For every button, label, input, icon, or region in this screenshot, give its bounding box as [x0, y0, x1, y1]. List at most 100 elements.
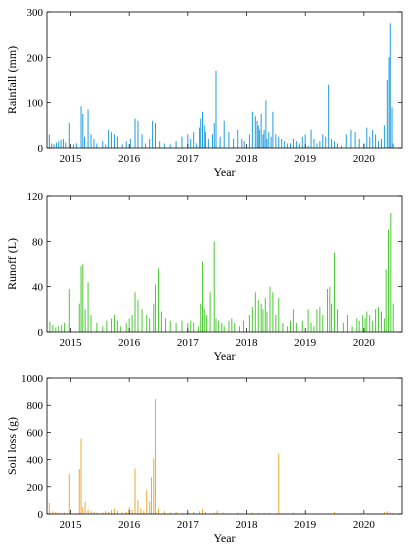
rainfall-bar — [254, 116, 256, 148]
runoff-bar — [102, 326, 104, 332]
rainfall-bar — [304, 134, 306, 148]
rainfall-bar — [87, 109, 89, 148]
runoff-bar — [313, 326, 315, 332]
soil_loss-bar — [334, 511, 336, 514]
runoff-xtick-label: 2016 — [118, 337, 141, 349]
rainfall-bar — [292, 138, 294, 148]
rainfall-bar — [200, 118, 202, 148]
rainfall-bar — [51, 143, 53, 148]
runoff-bar — [392, 303, 394, 332]
runoff-bar — [200, 303, 202, 332]
runoff-bar — [197, 326, 199, 332]
soil_loss-bar — [153, 458, 155, 514]
runoff-bar — [52, 325, 54, 332]
rainfall-ytick-label: 300 — [27, 7, 44, 19]
soil_loss-bar — [113, 508, 115, 514]
runoff-bar — [116, 320, 118, 332]
soil_loss-bar — [199, 511, 201, 514]
rainfall-bar — [102, 141, 104, 148]
runoff-bar — [380, 311, 382, 332]
runoff-bar — [58, 326, 60, 332]
soil_loss-ytick-label: 800 — [27, 400, 44, 412]
rainfall-bar — [72, 144, 74, 148]
rainfall-bar — [163, 143, 165, 148]
rainfall-bar — [389, 23, 391, 148]
soil_loss-bar — [58, 512, 60, 514]
soil_loss-bar — [157, 508, 159, 514]
runoff-xtick-label: 2017 — [177, 337, 200, 349]
soil_loss-bar — [80, 438, 82, 514]
soil_loss-bar — [131, 509, 133, 514]
runoff-bar — [301, 320, 303, 332]
runoff-ytick-label: 0 — [38, 327, 44, 339]
rainfall-bar — [265, 100, 267, 148]
rainfall-bar — [108, 129, 110, 148]
soil_loss-bar — [204, 511, 206, 514]
runoff-bar — [193, 322, 195, 332]
runoff-bar — [351, 326, 353, 332]
runoff-bar — [272, 292, 274, 332]
soil_loss-bar — [55, 511, 57, 514]
runoff-bar — [329, 286, 331, 332]
rainfall-bar — [202, 111, 203, 148]
runoff-bar — [334, 252, 336, 332]
rainfall-bar — [392, 143, 394, 148]
runoff-bar — [175, 322, 177, 332]
rainfall-bar — [256, 120, 258, 148]
soil_loss-bar — [213, 512, 215, 514]
rainfall-bar — [295, 141, 297, 148]
runoff-bar — [213, 241, 215, 332]
soil_loss-xtick-label: 2016 — [118, 519, 141, 531]
rainfall-bar — [213, 123, 215, 148]
rainfall-bar — [272, 111, 274, 148]
runoff-bar — [262, 309, 264, 332]
runoff-bar — [275, 315, 277, 332]
rainfall-bar — [75, 143, 77, 148]
rainfall-bar — [380, 138, 382, 148]
soil_loss-bar — [360, 512, 362, 514]
rainfall-bar — [325, 136, 327, 148]
rainfall-bar — [319, 141, 321, 148]
rainfall-bar — [388, 57, 390, 148]
runoff-bar — [61, 325, 63, 332]
rainfall-bar — [251, 111, 253, 148]
rainfall-bar — [228, 132, 230, 148]
rainfall-bar — [290, 143, 292, 148]
rainfall-bar — [181, 136, 183, 148]
rainfall-bar — [345, 134, 347, 148]
runoff-bar — [278, 298, 280, 332]
runoff-bar — [134, 292, 136, 332]
runoff-bar — [141, 309, 143, 332]
runoff-bar — [231, 318, 233, 332]
soil_loss-bar — [257, 512, 259, 514]
runoff-bar — [369, 315, 371, 332]
rainfall-ytick-label: 0 — [38, 143, 44, 155]
soil_loss-bar — [278, 453, 280, 514]
soil_loss-bar — [163, 511, 165, 514]
rainfall-bar — [248, 134, 250, 148]
rainfall-bar — [369, 136, 371, 148]
rainfall-bar — [134, 118, 136, 148]
soil_loss-bar — [84, 501, 86, 514]
rainfall-bar — [105, 144, 107, 148]
runoff-bar — [310, 322, 312, 332]
runoff-bar — [251, 307, 253, 332]
soil_loss-bar — [134, 468, 136, 514]
rainfall-bar — [155, 123, 157, 148]
runoff-bar — [342, 322, 344, 332]
soil_loss-bar — [143, 510, 145, 514]
rainfall-bar — [298, 143, 300, 148]
runoff-bar — [322, 315, 324, 332]
soil_loss-bar — [140, 508, 142, 514]
soil_loss-xtick-label: 2019 — [294, 519, 317, 531]
runoff-bar — [202, 261, 203, 332]
rainfall-bar — [375, 134, 377, 148]
runoff-bar — [375, 309, 377, 332]
runoff-bar — [228, 320, 230, 332]
runoff-ytick-label: 120 — [27, 191, 44, 203]
runoff-bar — [362, 315, 364, 332]
rainfall-xtick-label: 2018 — [236, 153, 259, 165]
rainfall-bar — [111, 132, 113, 148]
runoff-bar — [209, 292, 211, 332]
rainfall-bar — [152, 120, 154, 148]
